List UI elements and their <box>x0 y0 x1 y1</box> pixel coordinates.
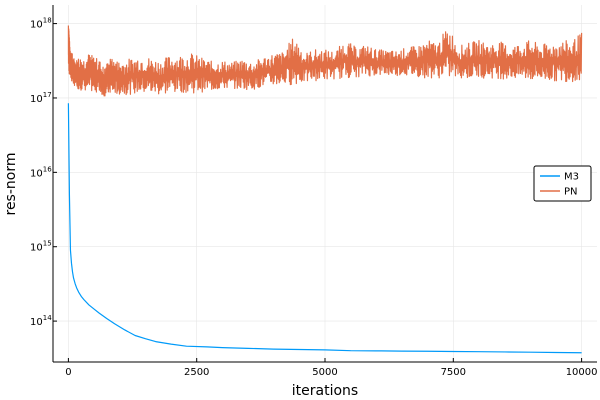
y-tick-label: 1015 <box>30 240 52 254</box>
y-tick-label: 1018 <box>30 17 52 31</box>
y-axis-title: res-norm <box>3 153 19 216</box>
x-axis-ticks: 0 2500 5000 7500 10000 <box>65 358 598 378</box>
legend-box <box>533 165 592 202</box>
legend-label: M3 <box>564 172 579 183</box>
x-tick-label: 2500 <box>184 367 209 378</box>
y-tick-label: 1014 <box>30 314 52 328</box>
series-line-pn <box>67 25 583 97</box>
legend-label: PN <box>564 187 578 198</box>
y-tick-label: 1017 <box>30 91 52 105</box>
series-layer <box>67 25 583 354</box>
x-tick-label: 0 <box>65 367 71 378</box>
x-tick-label: 10000 <box>566 367 598 378</box>
y-grid <box>53 23 597 322</box>
y-tick-label: 1016 <box>30 165 52 179</box>
x-tick-label: 7500 <box>441 367 466 378</box>
y-axis-ticks: 1014 1015 1016 1017 1018 <box>30 17 57 328</box>
series-line-m3 <box>67 103 582 354</box>
legend: M3 PN <box>533 165 592 202</box>
x-tick-label: 5000 <box>312 367 337 378</box>
x-axis-title: iterations <box>292 383 358 399</box>
